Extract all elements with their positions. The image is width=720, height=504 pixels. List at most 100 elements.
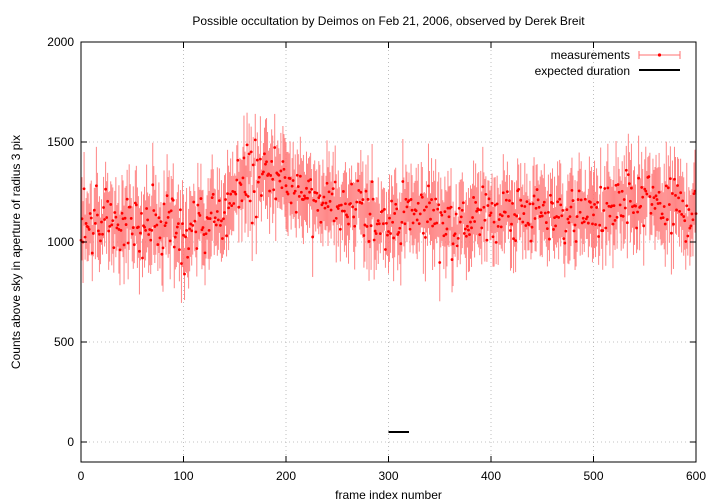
measurement-point (654, 194, 658, 198)
measurement-point (439, 211, 443, 214)
measurement-point (528, 202, 532, 206)
measurement-point (388, 216, 391, 220)
measurement-point (520, 204, 524, 208)
legend: measurements expected duration (535, 48, 681, 78)
measurement-point (331, 187, 335, 191)
measurement-point (410, 208, 414, 212)
measurement-point (185, 228, 188, 232)
measurement-point (214, 223, 218, 227)
measurement-point (336, 207, 340, 210)
measurement-point (274, 197, 278, 201)
measurement-point (386, 233, 389, 237)
measurement-point (168, 239, 172, 243)
measurement-point (414, 209, 418, 213)
measurement-point (126, 241, 130, 245)
measurement-point (541, 203, 545, 207)
measurement-point (636, 210, 639, 214)
measurement-point (334, 216, 338, 220)
y-tick-label: 500 (54, 335, 74, 349)
measurement-point (188, 227, 192, 231)
legend-point-measurements (657, 53, 662, 57)
measurement-point (211, 192, 215, 196)
measurement-point (206, 217, 210, 220)
measurement-point (666, 186, 670, 190)
measurement-point (425, 205, 428, 209)
measurement-point (672, 222, 675, 226)
measurement-point (281, 160, 285, 163)
measurement-point (493, 203, 497, 207)
measurement-point (674, 193, 677, 197)
measurement-point (251, 163, 255, 167)
measurement-point (130, 232, 134, 236)
measurement-point (687, 208, 691, 211)
measurement-point (378, 232, 382, 236)
measurement-point (460, 208, 464, 212)
measurement-point (640, 186, 644, 189)
measurement-point (529, 239, 533, 243)
measurement-point (456, 236, 460, 240)
measurement-point (319, 220, 323, 224)
measurement-point (682, 215, 686, 218)
measurement-point (87, 228, 91, 231)
measurement-point (151, 183, 155, 187)
measurement-point (258, 157, 262, 161)
measurement-point (297, 195, 301, 198)
measurement-point (291, 179, 295, 182)
measurement-point (580, 221, 584, 225)
measurement-point (139, 231, 142, 235)
measurement-point (197, 211, 201, 215)
measurement-point (514, 239, 517, 243)
measurement-point (668, 177, 672, 181)
measurement-point (608, 214, 612, 218)
measurement-point (351, 205, 355, 209)
measurement-point (568, 215, 572, 219)
measurement-point (543, 211, 547, 215)
measurement-point (119, 228, 123, 232)
measurement-point (246, 194, 250, 198)
measurement-point (611, 222, 615, 226)
measurement-point (556, 200, 560, 204)
measurement-point (89, 216, 93, 220)
measurement-point (158, 236, 162, 240)
measurement-point (530, 225, 534, 229)
measurement-point (131, 226, 135, 229)
measurement-point (247, 152, 251, 156)
measurement-point (314, 199, 318, 203)
measurement-point (357, 189, 361, 192)
measurement-point (397, 231, 401, 234)
measurement-point (164, 221, 168, 225)
measurement-point (244, 193, 248, 196)
measurement-point (254, 215, 258, 219)
measurement-point (226, 192, 229, 196)
measurement-point (450, 258, 454, 261)
measurement-point (187, 247, 191, 251)
measurement-point (228, 201, 232, 205)
measurement-point (610, 204, 614, 208)
measurement-point (465, 234, 468, 238)
measurement-point (515, 214, 519, 218)
measurement-point (540, 214, 544, 218)
measurement-point (404, 197, 408, 201)
measurement-point (180, 262, 183, 265)
measurement-point (270, 160, 274, 163)
measurement-point (428, 201, 431, 205)
measurement-point (553, 216, 556, 220)
measurement-point (663, 222, 667, 226)
measurement-point (173, 235, 177, 239)
measurement-point (459, 215, 463, 219)
measurement-point (268, 189, 271, 193)
measurement-point (469, 220, 472, 224)
measurement-point (242, 156, 246, 160)
measurement-point (589, 200, 592, 204)
measurement-point (166, 216, 170, 219)
measurement-point (241, 176, 245, 180)
measurement-point (422, 208, 426, 212)
measurement-point (370, 180, 374, 184)
measurement-point (431, 224, 434, 228)
measurement-point (302, 198, 305, 201)
measurement-point (402, 210, 406, 214)
measurement-point (642, 224, 646, 228)
measurement-point (497, 218, 501, 221)
measurement-point (673, 177, 676, 181)
measurement-point (683, 219, 687, 223)
